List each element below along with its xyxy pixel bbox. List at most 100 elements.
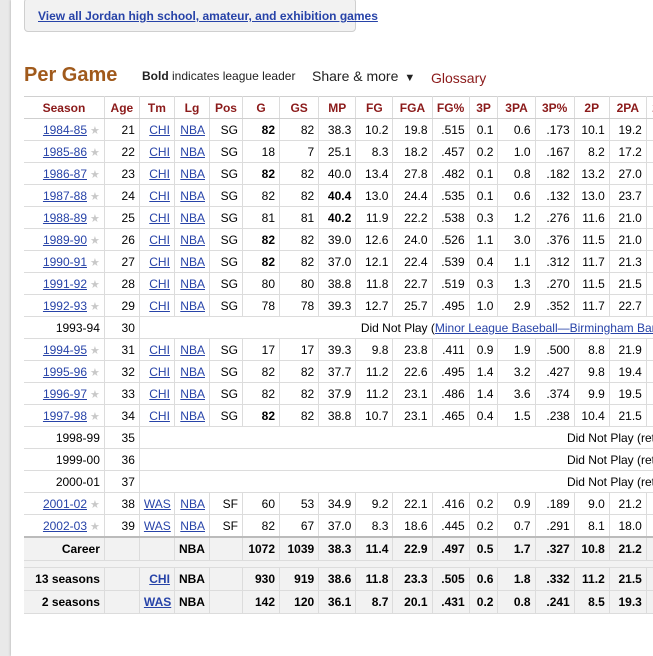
star-icon[interactable]: ★ bbox=[90, 410, 100, 423]
team-link[interactable]: CHI bbox=[149, 210, 170, 225]
minor-league-link[interactable]: Minor League Baseball—Birmingham Barons bbox=[434, 320, 653, 335]
team-link[interactable]: CHI bbox=[149, 232, 170, 247]
league-link[interactable]: NBA bbox=[180, 386, 205, 401]
table-row: 1985-86 ★ 22 CHI NBA SG 18 7 25.1 8.3 18.2.457 0.2 1… bbox=[24, 140, 653, 163]
star-icon[interactable]: ★ bbox=[90, 300, 100, 313]
league-link[interactable]: NBA bbox=[180, 232, 205, 247]
star-icon[interactable]: ★ bbox=[90, 366, 100, 379]
star-icon[interactable]: ★ bbox=[90, 212, 100, 225]
league-link[interactable]: NBA bbox=[180, 166, 205, 181]
column-header[interactable]: MP bbox=[318, 96, 357, 119]
column-header[interactable]: Pos bbox=[209, 96, 243, 119]
season-link[interactable]: 1997-98 bbox=[42, 408, 87, 423]
season-link[interactable]: 1986-87 bbox=[42, 166, 87, 181]
league-link[interactable]: NBA bbox=[180, 254, 205, 269]
column-header[interactable]: FG bbox=[355, 96, 394, 119]
team-link[interactable]: CHI bbox=[149, 572, 170, 586]
team-link[interactable]: WAS bbox=[143, 518, 171, 533]
league-link[interactable]: NBA bbox=[180, 298, 205, 313]
team-link[interactable]: CHI bbox=[149, 122, 170, 137]
stat-cell-2pp: .507 bbox=[646, 382, 653, 405]
season-link[interactable]: 1988-89 bbox=[42, 210, 87, 225]
league-link[interactable]: NBA bbox=[180, 342, 205, 357]
league-link[interactable]: NBA bbox=[180, 518, 205, 533]
table-row: 1992-93 ★ 29 CHI NBA SG 78 78 39.3 12.7 25.7.495 1.… bbox=[24, 294, 653, 317]
column-header[interactable]: 2P bbox=[574, 96, 610, 119]
league-link[interactable]: NBA bbox=[180, 496, 205, 511]
team-cell: CHI bbox=[139, 360, 175, 383]
team-link[interactable]: CHI bbox=[149, 254, 170, 269]
league-link[interactable]: NBA bbox=[180, 122, 205, 137]
column-header[interactable]: GS bbox=[279, 96, 320, 119]
team-link[interactable]: WAS bbox=[143, 595, 172, 609]
column-header[interactable]: 3P bbox=[469, 96, 499, 119]
column-header[interactable]: FG% bbox=[432, 96, 470, 119]
star-icon[interactable]: ★ bbox=[90, 388, 100, 401]
season-link[interactable]: 1985-86 bbox=[42, 144, 87, 159]
column-header[interactable]: FGA bbox=[392, 96, 433, 119]
team-link[interactable]: CHI bbox=[149, 188, 170, 203]
view-all-games-link[interactable]: View all Jordan high school, amateur, an… bbox=[38, 9, 378, 23]
stat-cell-2pa: 21.2 bbox=[609, 492, 647, 515]
league-link[interactable]: NBA bbox=[180, 144, 205, 159]
table-row: 2000-01 37 Did Not Play (retired) bbox=[24, 470, 653, 493]
column-header[interactable]: 3P% bbox=[535, 96, 575, 119]
star-icon[interactable]: ★ bbox=[90, 234, 100, 247]
stat-cell-mp: 38.3 bbox=[318, 118, 357, 141]
season-link[interactable]: 1984-85 bbox=[42, 122, 87, 137]
column-header[interactable]: Season bbox=[24, 96, 105, 119]
column-header[interactable]: Tm bbox=[139, 96, 175, 119]
column-header[interactable]: 2PA bbox=[609, 96, 647, 119]
team-link[interactable]: CHI bbox=[149, 364, 170, 379]
share-menu-button[interactable]: Share & more ▼ bbox=[312, 68, 415, 84]
star-icon[interactable]: ★ bbox=[90, 344, 100, 357]
season-link[interactable]: 1987-88 bbox=[42, 188, 87, 203]
stat-cell-2pa: 21.5 bbox=[609, 272, 647, 295]
star-icon[interactable]: ★ bbox=[90, 278, 100, 291]
star-icon[interactable]: ★ bbox=[90, 124, 100, 137]
stat-cell-fga: 22.2 bbox=[392, 206, 433, 229]
stat-cell-gs: 82 bbox=[279, 184, 320, 207]
league-link[interactable]: NBA bbox=[180, 276, 205, 291]
season-link[interactable]: 1991-92 bbox=[42, 276, 87, 291]
stat-cell-g: 82 bbox=[242, 404, 281, 427]
column-header[interactable]: Lg bbox=[174, 96, 210, 119]
stat-cell-3pa: 2.9 bbox=[497, 294, 536, 317]
star-icon[interactable]: ★ bbox=[90, 190, 100, 203]
per-game-table: Season Age Tm Lg Pos G GS MP FG FGA FG% 3P 3PA 3P% 2P 2… bbox=[24, 96, 653, 614]
league-link[interactable]: NBA bbox=[180, 408, 205, 423]
star-icon[interactable]: ★ bbox=[90, 146, 100, 159]
team-cell: CHI bbox=[139, 272, 175, 295]
team-link[interactable]: CHI bbox=[149, 276, 170, 291]
star-icon[interactable]: ★ bbox=[90, 256, 100, 269]
star-icon[interactable]: ★ bbox=[90, 520, 100, 533]
season-link[interactable]: 2001-02 bbox=[42, 496, 87, 511]
season-link[interactable]: 1995-96 bbox=[42, 364, 87, 379]
column-header[interactable]: Age bbox=[104, 96, 140, 119]
season-link[interactable]: 1989-90 bbox=[42, 232, 87, 247]
season-link[interactable]: 1994-95 bbox=[42, 342, 87, 357]
team-link[interactable]: CHI bbox=[149, 144, 170, 159]
column-header[interactable]: G bbox=[242, 96, 281, 119]
season-link[interactable]: 1990-91 bbox=[42, 254, 87, 269]
league-link[interactable]: NBA bbox=[180, 188, 205, 203]
team-link[interactable]: CHI bbox=[149, 166, 170, 181]
stat-cell-2p: 11.7 bbox=[574, 250, 610, 273]
team-link[interactable]: CHI bbox=[149, 342, 170, 357]
team-link[interactable]: CHI bbox=[149, 408, 170, 423]
star-icon[interactable]: ★ bbox=[90, 498, 100, 511]
team-link[interactable]: CHI bbox=[149, 386, 170, 401]
season-link[interactable]: 1996-97 bbox=[42, 386, 87, 401]
season-link[interactable]: 1992-93 bbox=[42, 298, 87, 313]
team-link[interactable]: CHI bbox=[149, 298, 170, 313]
glossary-link[interactable]: Glossary bbox=[431, 70, 487, 86]
column-header[interactable]: 2P% bbox=[646, 96, 653, 119]
star-icon[interactable]: ★ bbox=[90, 168, 100, 181]
league-link[interactable]: NBA bbox=[180, 364, 205, 379]
column-header[interactable]: 3PA bbox=[497, 96, 536, 119]
stat-cell-2p: 13.0 bbox=[574, 184, 610, 207]
league-link[interactable]: NBA bbox=[180, 210, 205, 225]
summary-label: 2 seasons bbox=[24, 590, 105, 614]
season-link[interactable]: 2002-03 bbox=[42, 518, 87, 533]
team-link[interactable]: WAS bbox=[143, 496, 171, 511]
